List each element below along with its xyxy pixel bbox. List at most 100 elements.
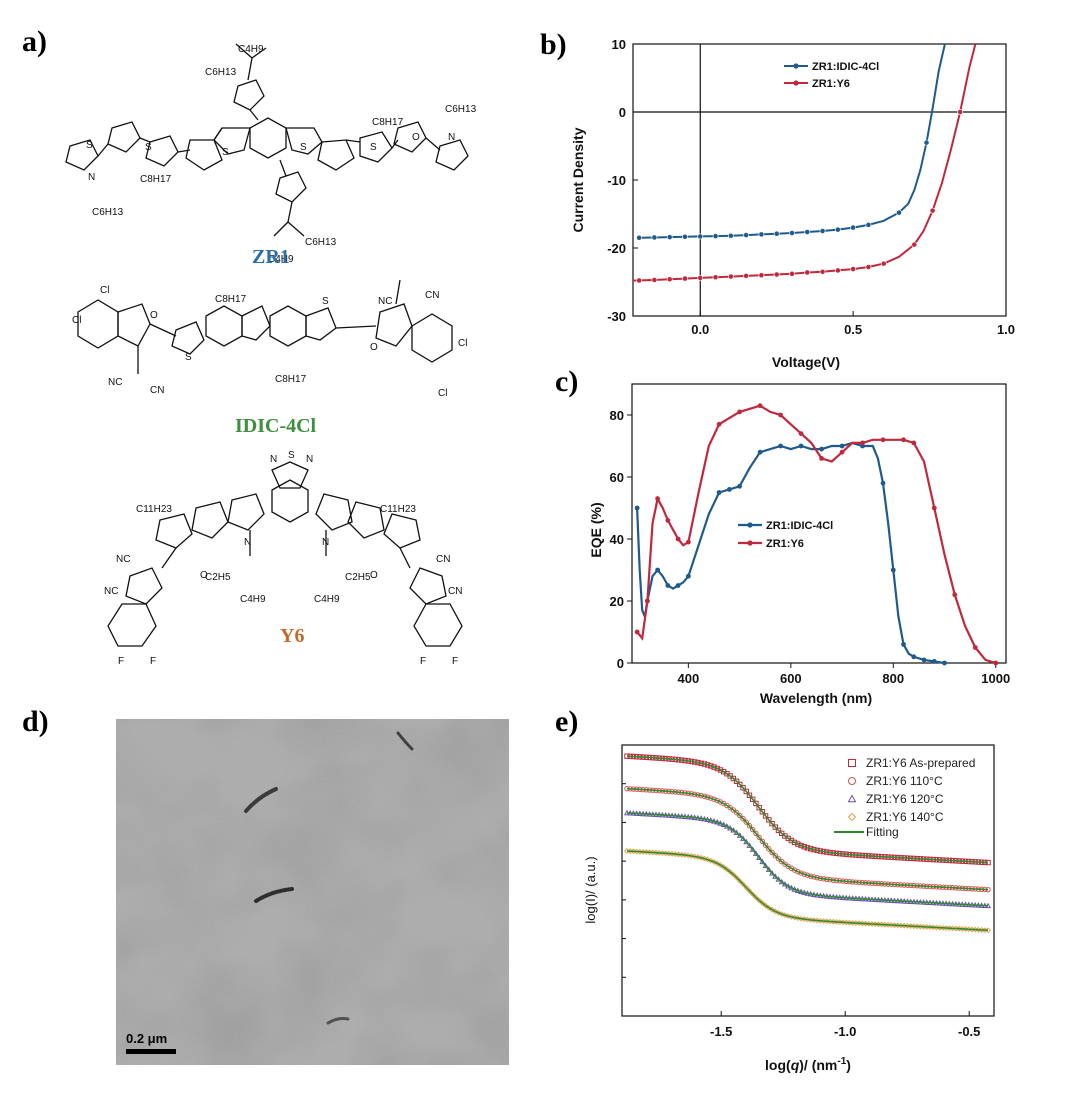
chart-b-layer: 0.0 0.5 1.0 -30 -20 -10 0 10 — [607, 37, 1015, 337]
data-point — [819, 456, 824, 461]
data-point — [772, 824, 778, 830]
chart-e-layer: -1.5 -1.0 -0.5 — [621, 744, 995, 1039]
y-tick-label: 60 — [610, 470, 624, 485]
data-point — [819, 446, 824, 452]
data-point — [834, 267, 841, 274]
y-tick-label: 0 — [619, 105, 626, 120]
atom-label: N — [322, 537, 329, 548]
data-point — [957, 109, 964, 115]
y-tick-label: 0 — [617, 656, 624, 671]
chart-b-legend-1: ZR1:IDIC-4Cl — [812, 61, 879, 73]
data-point — [757, 403, 763, 409]
data-point — [839, 443, 845, 449]
data-point — [714, 797, 720, 804]
data-point — [911, 654, 917, 660]
data-point — [666, 276, 673, 283]
atom-label: N — [88, 172, 95, 183]
atom-label: Cl — [458, 338, 467, 349]
data-point — [901, 437, 906, 443]
data-point — [804, 229, 811, 235]
data-point — [727, 232, 734, 239]
data-point — [848, 759, 856, 767]
data-point — [749, 826, 756, 833]
data-point — [716, 421, 722, 427]
atom-label: S — [322, 296, 329, 307]
chart-b-ylabel: Current Density — [570, 127, 586, 232]
data-point — [757, 449, 763, 455]
plot-frame — [631, 383, 1007, 664]
series-3 — [623, 809, 992, 909]
data-point — [819, 228, 826, 234]
atom-label: CN — [436, 554, 450, 565]
atom-label: NC — [108, 377, 122, 388]
chart-c-layer: 400 600 800 1000 0 20 40 60 80 — [610, 383, 1010, 686]
atom-label: S — [145, 142, 152, 153]
data-point — [896, 209, 902, 216]
data-point — [644, 598, 650, 604]
data-point — [726, 487, 732, 492]
data-point — [901, 642, 906, 647]
zr1-label: ZR1 — [252, 246, 290, 268]
atom-label: NC — [116, 554, 130, 565]
atom-label: C6H13 — [92, 207, 124, 218]
y6-atom-labels: N S N C11H23 C11H23 N N C2H5 C2H5 C4H9 C… — [104, 450, 462, 667]
atom-label: Cl — [72, 315, 81, 326]
data-point — [756, 834, 762, 841]
atom-label: N — [306, 454, 313, 465]
fit-line — [626, 850, 989, 932]
chart-c-ylabel: EQE (%) — [588, 502, 604, 557]
atom-label: N — [448, 132, 455, 143]
atom-label: O — [412, 132, 420, 143]
chart-b-legend-2: ZR1:Y6 — [812, 78, 850, 90]
data-point — [665, 518, 671, 523]
data-point — [819, 268, 826, 275]
data-point — [798, 431, 804, 436]
panel-label-b: b) — [540, 28, 567, 61]
series-4 — [624, 848, 991, 934]
legend-marker — [747, 540, 753, 546]
atom-label: C6H13 — [205, 67, 237, 78]
fit-line — [626, 812, 989, 907]
y-tick-label: 10 — [612, 37, 626, 52]
x-tick-label: -0.5 — [958, 1024, 980, 1039]
y6-label: Y6 — [280, 625, 304, 647]
chart-e-ylabel: log(I)/ (a.u.) — [583, 856, 598, 923]
data-point — [848, 777, 856, 785]
data-point — [769, 820, 775, 827]
data-point — [714, 765, 720, 772]
atom-label: C8H17 — [372, 117, 404, 128]
data-point — [634, 505, 640, 511]
data-point — [850, 266, 857, 272]
chart-c-xlabel: Wavelength (nm) — [760, 690, 872, 706]
data-point — [778, 412, 783, 418]
x-tick-label: -1.0 — [834, 1024, 856, 1039]
data-point — [753, 800, 759, 807]
legend-marker — [793, 80, 799, 86]
data-point — [685, 573, 691, 579]
data-point — [804, 269, 811, 276]
atom-label: S — [185, 352, 192, 363]
data-point — [762, 842, 769, 848]
data-point — [923, 139, 930, 146]
atom-label: CN — [425, 290, 439, 301]
data-point — [993, 660, 999, 666]
data-point — [839, 449, 845, 455]
panel-label-a: a) — [22, 25, 47, 58]
data-point — [746, 792, 753, 798]
data-point — [636, 277, 643, 284]
chart-e-legend-4: ZR1:Y6 140°C — [866, 810, 944, 824]
atom-label: N — [270, 454, 277, 465]
y-tick-label: -10 — [607, 173, 626, 188]
data-point — [756, 804, 762, 811]
data-point — [789, 230, 795, 236]
fit-line — [626, 787, 989, 891]
data-point — [758, 231, 765, 238]
x-tick-label: 1000 — [981, 671, 1010, 686]
idic-atom-labels: Cl Cl O NC CN C8H17 C8H17 S S NC CN O Cl… — [72, 285, 467, 399]
data-point — [880, 437, 886, 443]
data-point — [737, 483, 742, 489]
data-point — [779, 858, 785, 865]
y-tick-label: -30 — [607, 309, 626, 324]
data-point — [942, 660, 947, 666]
data-point — [697, 275, 704, 281]
